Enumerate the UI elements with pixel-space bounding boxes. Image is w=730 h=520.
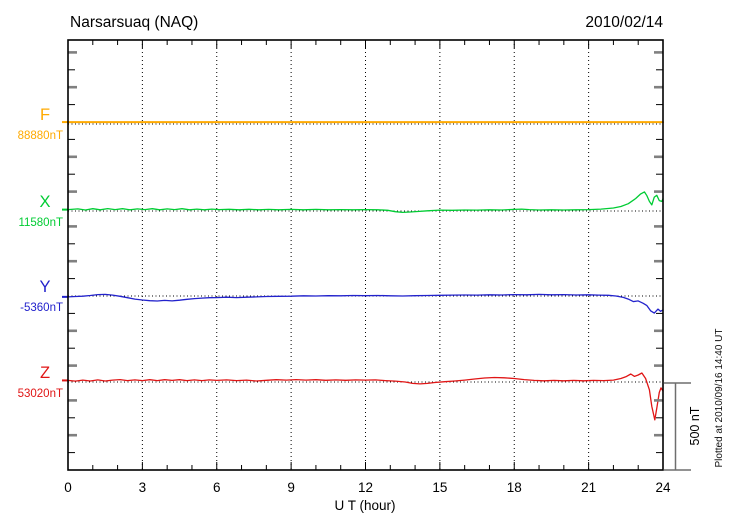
x-tick-label-12: 12	[358, 480, 373, 495]
x-tick-label-18: 18	[507, 480, 522, 495]
x-tick-label-9: 9	[287, 480, 295, 495]
chart-title: Narsarsuaq (NAQ)	[70, 14, 198, 31]
trace-Z	[67, 372, 664, 421]
chart-date: 2010/02/14	[585, 14, 663, 31]
labels-group: F 88880nT X 11580nT Y -5360nT Z 53020nT 0 3 6 9 12 15…	[18, 106, 671, 495]
series-letter-X: X	[39, 193, 50, 211]
series-value-Z: 53020nT	[18, 388, 63, 400]
x-tick-label-21: 21	[581, 480, 596, 495]
plot-border	[67, 39, 664, 471]
x-tick-label-3: 3	[139, 480, 147, 495]
series-letter-F: F	[40, 106, 50, 124]
scale-bar	[663, 382, 691, 471]
series-letter-Y: Y	[39, 278, 50, 296]
x-tick-label-24: 24	[655, 480, 671, 495]
x-tick-label-6: 6	[213, 480, 221, 495]
ticks-group	[67, 40, 664, 470]
x-tick-label-0: 0	[64, 480, 72, 495]
x-tick-label-15: 15	[432, 480, 447, 495]
traces-group	[62, 121, 664, 421]
series-value-F: 88880nT	[18, 130, 63, 142]
trace-Y	[67, 293, 664, 314]
series-value-X: 11580nT	[18, 217, 63, 229]
series-letter-Z: Z	[40, 364, 50, 382]
gridlines-group	[141, 40, 590, 470]
trace-X	[67, 191, 664, 214]
x-axis-label: U T (hour)	[334, 498, 395, 513]
plotted-at-note: Plotted at 2010/09/16 14:40 UT	[714, 329, 725, 468]
plot-frame	[67, 39, 664, 471]
scale-bar-label: 500 nT	[688, 406, 702, 445]
series-value-Y: -5360nT	[20, 302, 63, 314]
